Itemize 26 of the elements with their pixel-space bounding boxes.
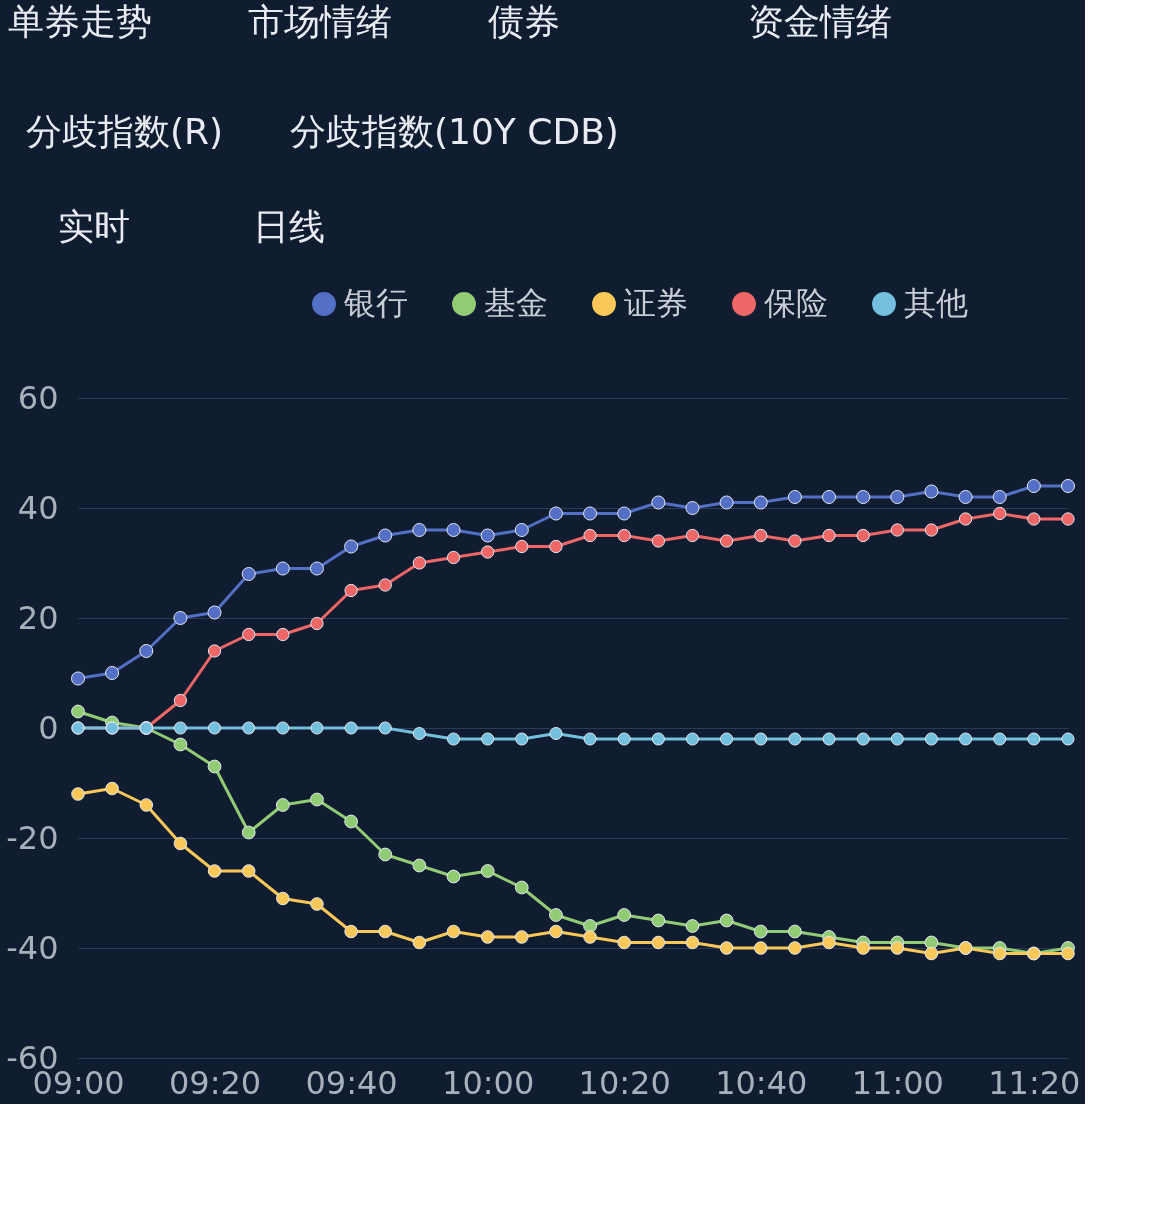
text: 实时 (58, 206, 130, 247)
text: 日线 (253, 206, 325, 247)
text: 分歧指数(R) (26, 111, 224, 152)
y-tick-label: 20 (17, 598, 59, 637)
legend-label: 其他 (904, 284, 968, 322)
y-tick-label: -20 (6, 818, 59, 857)
legend-label: 证券 (624, 284, 688, 322)
text: 市场情绪 (248, 1, 392, 42)
x-tick-label: 10:00 (442, 1063, 535, 1102)
y-tick-label: -40 (6, 928, 59, 967)
x-tick-label: 11:00 (851, 1063, 944, 1102)
text: 债券 (488, 1, 560, 42)
legend-label: 银行 (343, 284, 408, 322)
x-tick-label: 09:20 (168, 1063, 262, 1102)
legend-label: 基金 (484, 284, 548, 322)
y-tick-label: 40 (17, 488, 59, 527)
y-tick-label: 60 (17, 378, 59, 417)
x-tick-label: 11:20 (988, 1063, 1081, 1102)
text: 分歧指数(10Y CDB) (290, 111, 619, 152)
x-tick-label: 10:40 (715, 1063, 808, 1102)
x-tick-label: 10:20 (578, 1063, 671, 1102)
y-tick-label: 0 (38, 708, 59, 747)
text: 资金情绪 (748, 1, 892, 42)
text: 单券走势 (8, 1, 152, 42)
x-tick-label: 09:40 (305, 1063, 398, 1102)
legend-label: 保险 (764, 284, 828, 322)
